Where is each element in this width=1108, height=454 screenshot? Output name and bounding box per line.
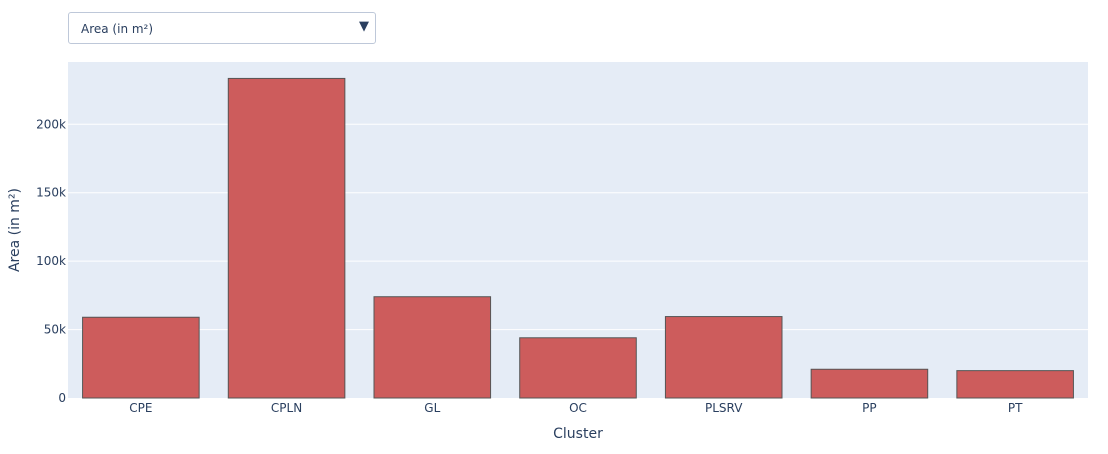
bar-pt[interactable] bbox=[956, 370, 1074, 399]
y-tick-label: 100k bbox=[36, 254, 66, 268]
x-tick-label: CPLN bbox=[271, 401, 302, 415]
bar-cpe[interactable] bbox=[82, 316, 200, 399]
x-tick-label: PP bbox=[862, 401, 876, 415]
x-tick-label: OC bbox=[569, 401, 587, 415]
y-tick-label: 50k bbox=[44, 323, 66, 337]
bars bbox=[82, 77, 1074, 399]
y-tick-label: 0 bbox=[58, 391, 66, 405]
metric-dropdown[interactable]: Area (in m²) ▼ bbox=[68, 12, 376, 44]
bar-pp[interactable] bbox=[810, 368, 929, 399]
x-tick-label: PT bbox=[1008, 401, 1023, 415]
x-tick-labels: CPE CPLN GL OC PLSRV PP PT bbox=[129, 401, 1023, 415]
bar-cpln[interactable] bbox=[227, 77, 346, 399]
y-tick-labels: 0 50k 100k 150k 200k bbox=[36, 117, 66, 405]
bar-plsrv[interactable] bbox=[664, 316, 783, 399]
y-axis-title: Area (in m²) bbox=[7, 188, 23, 272]
x-tick-label: GL bbox=[424, 401, 440, 415]
x-tick-label: PLSRV bbox=[705, 401, 743, 415]
x-tick-label: CPE bbox=[129, 401, 152, 415]
x-axis-title: Cluster bbox=[553, 426, 603, 442]
bar-oc[interactable] bbox=[519, 337, 637, 399]
dropdown-selected-label: Area (in m²) bbox=[81, 22, 154, 36]
bar-gl[interactable] bbox=[373, 296, 492, 399]
chevron-down-icon: ▼ bbox=[359, 19, 369, 34]
y-tick-label: 200k bbox=[36, 117, 66, 131]
y-tick-label: 150k bbox=[36, 186, 66, 200]
